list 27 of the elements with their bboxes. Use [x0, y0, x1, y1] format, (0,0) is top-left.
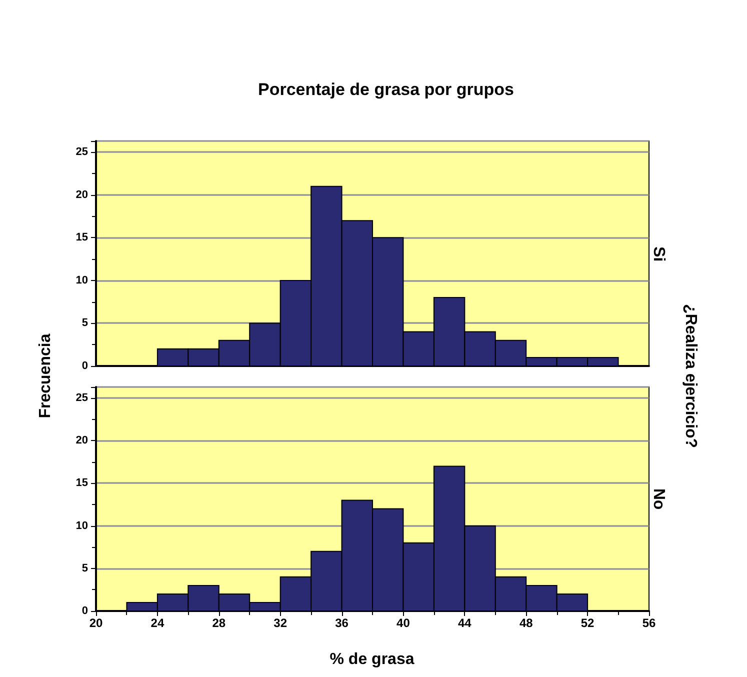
x-tick-label: 24 [150, 616, 164, 630]
y-tick-label: 25 [76, 146, 88, 158]
y-tick-label: 0 [82, 360, 88, 372]
text: Si [649, 246, 667, 262]
y-tick-label: 5 [82, 317, 88, 330]
x-tick-label: 48 [519, 616, 534, 630]
y-tick-label: 25 [76, 392, 88, 404]
y-tick-label: 5 [82, 562, 88, 574]
x-tick-label: 44 [458, 616, 472, 630]
text: No [649, 488, 667, 510]
x-tick-label: 36 [335, 616, 349, 630]
x-tick-label: 28 [212, 616, 226, 630]
y-tick-label: 15 [76, 232, 88, 244]
x-tick-label: 32 [274, 616, 288, 630]
y-tick-label: 20 [76, 188, 88, 201]
x-axis-title: % de grasa [330, 651, 414, 669]
y-tick-label: 20 [76, 434, 88, 447]
x-tick-label: 52 [580, 616, 595, 630]
x-tick-label: 40 [396, 616, 410, 630]
y-tick-label: 15 [76, 477, 88, 490]
x-tick-label: 56 [642, 616, 656, 630]
y-axis-title: Frecuencia [37, 334, 55, 418]
chart-title: Porcentaje de grasa por grupos [258, 80, 514, 100]
y-tick-label: 10 [76, 520, 88, 532]
y-tick-label: 10 [76, 274, 88, 286]
y-tick-label: 0 [82, 605, 88, 617]
y2-axis-title: ¿Realiza ejercicio? [681, 304, 699, 448]
